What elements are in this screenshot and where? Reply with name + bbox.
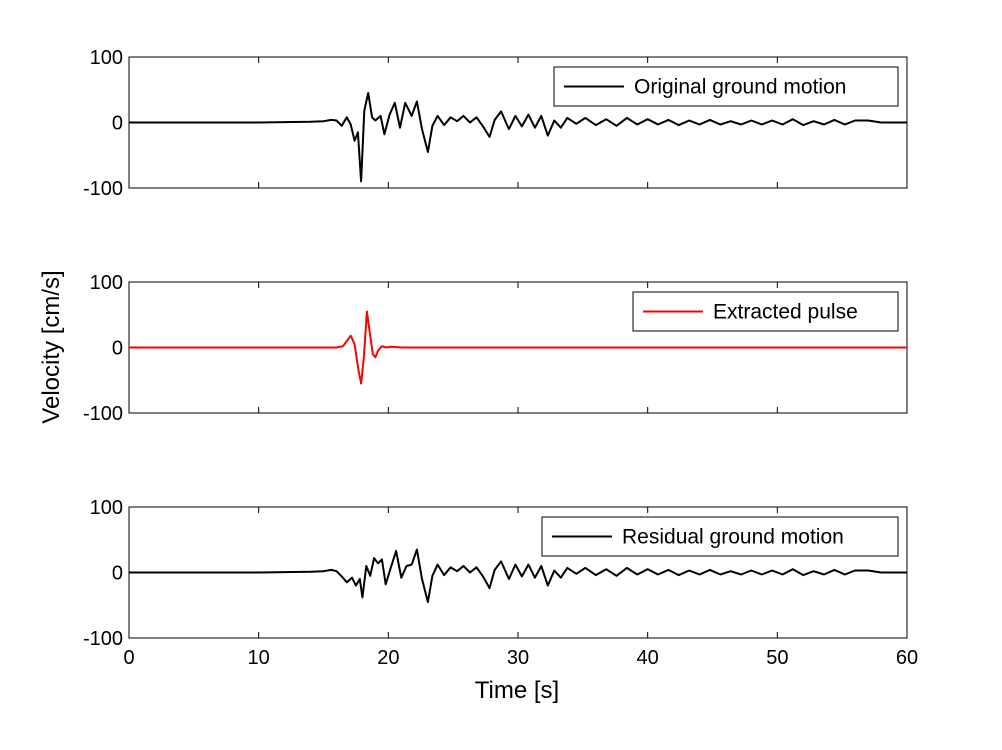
legend: Original ground motion [553, 66, 899, 107]
legend: Extracted pulse [632, 291, 899, 332]
x-tick-label: 20 [377, 647, 399, 669]
panel-extracted-pulse: 100 0 -100 Extracted pulse [83, 272, 908, 425]
series-line-residual [129, 548, 907, 603]
legend-label: Original ground motion [634, 76, 846, 99]
legend-label: Residual ground motion [622, 526, 844, 549]
y-tick-label: 100 [90, 272, 123, 294]
x-axis-title: Time [s] [475, 677, 559, 704]
y-tick-label: 100 [90, 497, 123, 519]
y-tick-label: 0 [112, 113, 123, 135]
y-tick-label: -100 [83, 403, 123, 425]
x-tick-label: 0 [123, 647, 134, 669]
panel-original: 100 0 -100 Original ground motion [83, 47, 908, 200]
y-tick-label: -100 [83, 178, 123, 200]
series-line-extracted-pulse [129, 310, 907, 385]
y-tick-label: 0 [112, 563, 123, 585]
x-tick-label: 30 [507, 647, 529, 669]
legend: Residual ground motion [541, 516, 899, 557]
legend-label: Extracted pulse [713, 301, 858, 324]
series-line-original [129, 92, 907, 183]
y-tick-label: -100 [83, 628, 123, 650]
x-tick-label: 50 [766, 647, 788, 669]
x-tick-label: 60 [896, 647, 918, 669]
y-axis-title: Velocity [cm/s] [38, 270, 65, 423]
x-tick-label: 40 [637, 647, 659, 669]
y-tick-label: 0 [112, 338, 123, 360]
y-tick-label: 100 [90, 47, 123, 69]
x-tick-label: 10 [248, 647, 270, 669]
